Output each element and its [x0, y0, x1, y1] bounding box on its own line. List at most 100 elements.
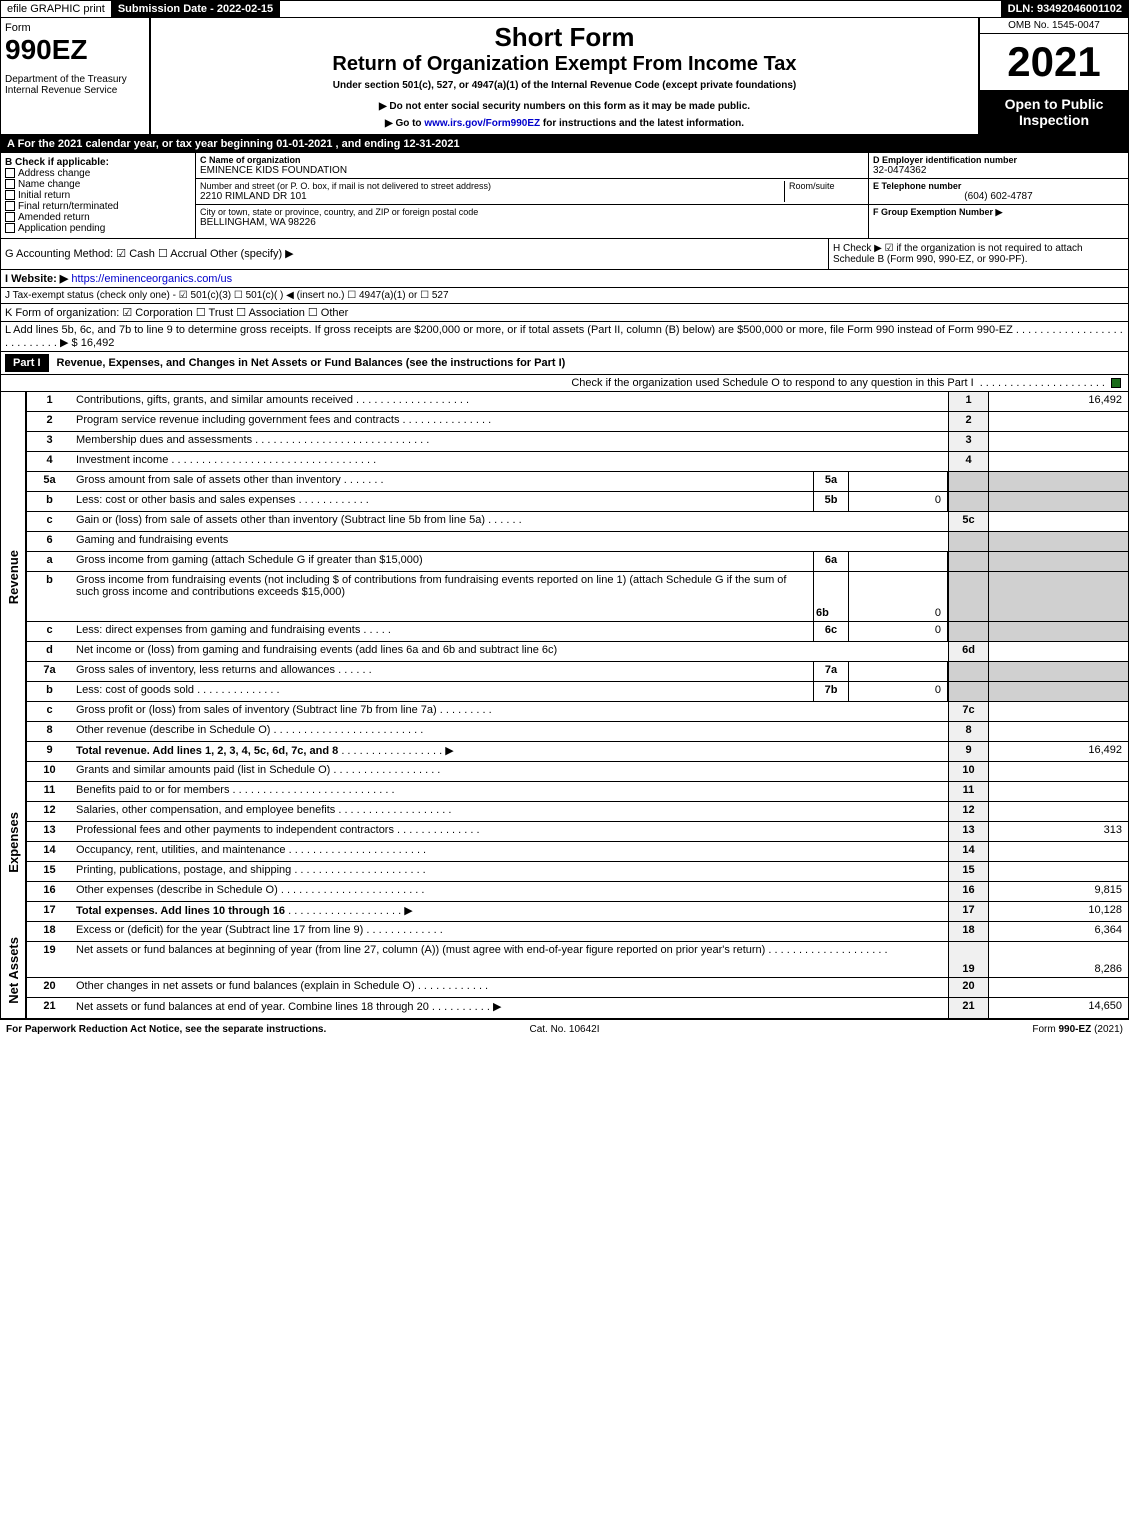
- line6c-subval: 0: [848, 622, 948, 641]
- line6d-desc: Net income or (loss) from gaming and fun…: [72, 642, 948, 661]
- line3-num: 3: [27, 432, 72, 451]
- line6b-subref: 6b: [813, 572, 848, 621]
- subtitle-goto: ▶ Go to www.irs.gov/Form990EZ for instru…: [155, 118, 974, 129]
- open-public: Open to Public Inspection: [980, 90, 1128, 134]
- line16-desc: Other expenses (describe in Schedule O): [76, 884, 278, 896]
- line7c-ref: 7c: [948, 702, 988, 721]
- org-name-label: C Name of organization: [200, 155, 864, 165]
- line6b-subval: 0: [848, 572, 948, 621]
- line19-val: 8,286: [988, 942, 1128, 977]
- footer-left: For Paperwork Reduction Act Notice, see …: [6, 1024, 378, 1035]
- org-name: EMINENCE KIDS FOUNDATION: [200, 165, 864, 176]
- l6a-grayval: [988, 552, 1128, 571]
- room-label: Room/suite: [784, 181, 864, 202]
- line6c-desc: Less: direct expenses from gaming and fu…: [76, 624, 360, 636]
- footer-center: Cat. No. 10642I: [378, 1024, 750, 1035]
- line14-desc: Occupancy, rent, utilities, and maintena…: [76, 844, 286, 856]
- top-bar: efile GRAPHIC print Submission Date - 20…: [0, 0, 1129, 18]
- irs-link[interactable]: www.irs.gov/Form990EZ: [424, 118, 540, 129]
- part1-checkbox[interactable]: [1111, 378, 1121, 388]
- line10-ref: 10: [948, 762, 988, 781]
- website-link[interactable]: https://eminenceorganics.com/us: [71, 273, 232, 285]
- l6c-grayval: [988, 622, 1128, 641]
- line2-val: [988, 412, 1128, 431]
- line6a-num: a: [27, 552, 72, 571]
- line5a-desc: Gross amount from sale of assets other t…: [76, 474, 341, 486]
- line6-num: 6: [27, 532, 72, 551]
- website-label: I Website: ▶: [5, 273, 68, 285]
- line11-ref: 11: [948, 782, 988, 801]
- line17-desc: Total expenses. Add lines 10 through 16: [76, 905, 285, 917]
- group-label: F Group Exemption Number ▶: [873, 207, 1124, 218]
- checkbox-final[interactable]: [5, 201, 15, 211]
- line7a-subval: [848, 662, 948, 681]
- line20-ref: 20: [948, 978, 988, 997]
- section-c: C Name of organization EMINENCE KIDS FOU…: [196, 153, 868, 238]
- part1-title: Revenue, Expenses, and Changes in Net As…: [57, 357, 566, 369]
- l6b-grayval: [988, 572, 1128, 621]
- header-center: Short Form Return of Organization Exempt…: [151, 18, 978, 134]
- checkbox-initial[interactable]: [5, 190, 15, 200]
- line1-val: 16,492: [988, 392, 1128, 411]
- revenue-label: Revenue: [4, 546, 23, 608]
- tax-year: 2021: [980, 34, 1128, 90]
- line5b-desc: Less: cost or other basis and sales expe…: [76, 494, 296, 506]
- line6c-num: c: [27, 622, 72, 641]
- line16-ref: 16: [948, 882, 988, 901]
- line9-desc: Total revenue. Add lines 1, 2, 3, 4, 5c,…: [76, 745, 338, 757]
- revenue-section: Revenue 1 Contributions, gifts, grants, a…: [0, 392, 1129, 762]
- line6b-num: b: [27, 572, 72, 621]
- expenses-section: Expenses 10Grants and similar amounts pa…: [0, 762, 1129, 922]
- line1-ref: 1: [948, 392, 988, 411]
- section-l: L Add lines 5b, 6c, and 7b to line 9 to …: [0, 322, 1129, 352]
- line7b-num: b: [27, 682, 72, 701]
- line7a-subref: 7a: [813, 662, 848, 681]
- line7c-val: [988, 702, 1128, 721]
- line12-num: 12: [27, 802, 72, 821]
- line6a-subref: 6a: [813, 552, 848, 571]
- checkbox-address[interactable]: [5, 168, 15, 178]
- dept-treasury: Department of the Treasury: [5, 74, 145, 85]
- line10-val: [988, 762, 1128, 781]
- line17-num: 17: [27, 902, 72, 921]
- header-right: OMB No. 1545-0047 2021 Open to Public In…: [978, 18, 1128, 134]
- checkbox-amended[interactable]: [5, 212, 15, 222]
- l7b-gray: [948, 682, 988, 701]
- line2-desc: Program service revenue including govern…: [76, 414, 399, 426]
- checkbox-name[interactable]: [5, 179, 15, 189]
- omb-number: OMB No. 1545-0047: [980, 18, 1128, 34]
- line17-ref: 17: [948, 902, 988, 921]
- line19-num: 19: [27, 942, 72, 977]
- city-label: City or town, state or province, country…: [200, 207, 864, 217]
- cb-amended-label: Amended return: [18, 212, 90, 223]
- line5a-subref: 5a: [813, 472, 848, 491]
- line5a-grayval: [988, 472, 1128, 491]
- line1-desc: Contributions, gifts, grants, and simila…: [76, 394, 353, 406]
- line5c-desc: Gain or (loss) from sale of assets other…: [76, 514, 485, 526]
- info-section: B Check if applicable: Address change Na…: [0, 153, 1129, 239]
- line9-num: 9: [27, 742, 72, 761]
- line15-desc: Printing, publications, postage, and shi…: [76, 864, 291, 876]
- cb-pending-label: Application pending: [18, 223, 105, 234]
- line5b-num: b: [27, 492, 72, 511]
- phone-label: E Telephone number: [873, 181, 1124, 191]
- ein-value: 32-0474362: [873, 165, 1124, 176]
- line7b-subval: 0: [848, 682, 948, 701]
- efile-print[interactable]: efile GRAPHIC print: [1, 1, 112, 17]
- line9-val: 16,492: [988, 742, 1128, 761]
- section-b: B Check if applicable: Address change Na…: [1, 153, 196, 238]
- line12-val: [988, 802, 1128, 821]
- line20-num: 20: [27, 978, 72, 997]
- submission-date: Submission Date - 2022-02-15: [112, 1, 280, 17]
- line20-val: [988, 978, 1128, 997]
- line3-desc: Membership dues and assessments: [76, 434, 252, 446]
- line5c-val: [988, 512, 1128, 531]
- section-a: A For the 2021 calendar year, or tax yea…: [0, 135, 1129, 153]
- line6d-ref: 6d: [948, 642, 988, 661]
- subtitle-ssn: ▶ Do not enter social security numbers o…: [155, 101, 974, 112]
- section-g: G Accounting Method: ☑ Cash ☐ Accrual Ot…: [1, 239, 828, 269]
- line4-desc: Investment income: [76, 454, 168, 466]
- org-city: BELLINGHAM, WA 98226: [200, 217, 864, 228]
- checkbox-pending[interactable]: [5, 223, 15, 233]
- form-label: Form: [5, 22, 145, 34]
